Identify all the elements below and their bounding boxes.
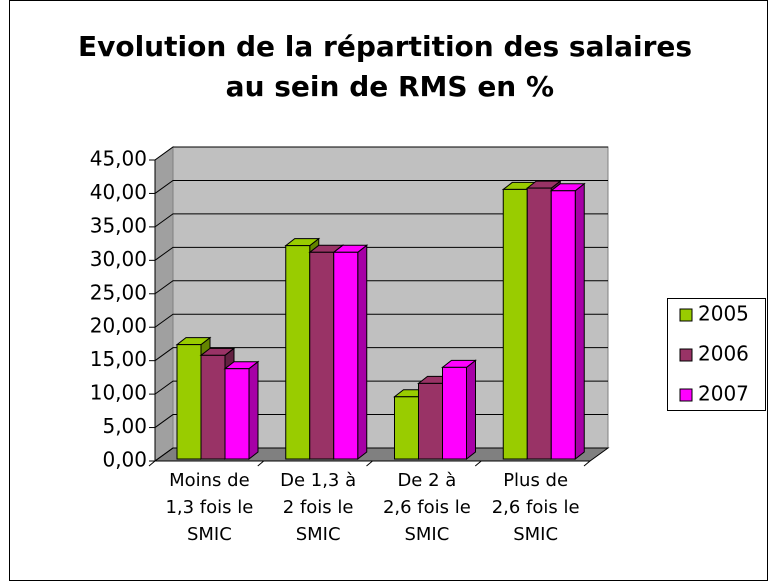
y-tick-label: 30,00 [90,247,147,271]
x-tick [257,460,265,467]
bar [394,396,419,460]
bar-side-shade [357,245,367,459]
bar [526,187,552,460]
y-tick-label: 35,00 [90,213,147,237]
y-tick-label: 10,00 [90,381,147,405]
grid-line [154,246,608,261]
legend-swatch [679,388,693,402]
bar [176,344,202,460]
x-tick [366,460,373,467]
y-tick-label: 45,00 [90,147,147,171]
bar [224,368,250,460]
y-tick-label: 0,00 [102,448,147,472]
grid-line [154,213,608,228]
grid-line [154,347,608,362]
legend-label: 2007 [698,382,749,406]
legend-swatch [679,308,693,322]
x-tick [583,460,591,467]
x-tick-label: Plus de 2,6 fois le SMIC [491,470,580,545]
x-tick [474,460,482,467]
legend-swatch [679,348,693,362]
bar-side-shade [575,183,585,459]
x-tick-label: De 1,3 à 2 fois le SMIC [280,470,357,545]
side-wall [154,146,174,462]
bar-side-shade [466,360,476,459]
grid-line [154,313,608,328]
bar-side-shade [249,361,258,459]
y-tick-label: 5,00 [102,414,147,438]
x-tick-label: De 2 à 2,6 fois le SMIC [382,470,471,545]
bar [418,382,443,460]
y-tick-label: 20,00 [90,314,147,338]
legend-label: 2006 [698,342,749,366]
x-tick-label: Moins de 1,3 fois le SMIC [165,470,254,545]
bar [309,251,335,460]
grid-line [154,280,608,295]
bar [285,245,311,460]
chart-title: Evolution de la répartition des salaires… [78,30,692,103]
y-tick-label: 25,00 [90,280,147,304]
y-tick-label: 40,00 [90,180,147,204]
legend-label: 2005 [698,302,749,326]
bar [442,366,467,460]
y-tick-label: 15,00 [90,347,147,371]
grid-line [154,146,608,161]
bar [502,188,528,460]
bar [333,251,359,460]
x-tick [148,460,156,467]
grid-line [154,179,608,194]
bar [200,354,226,460]
bar [550,190,576,460]
